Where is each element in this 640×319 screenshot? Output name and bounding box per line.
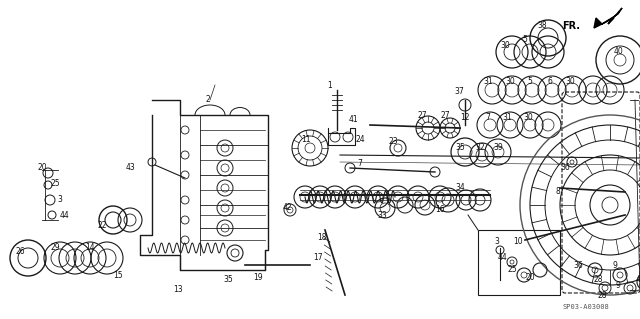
Text: 3: 3: [58, 196, 63, 204]
Text: 31: 31: [502, 114, 512, 122]
Text: 23: 23: [388, 137, 398, 146]
Text: 34: 34: [455, 183, 465, 192]
Text: 5: 5: [523, 35, 527, 44]
Text: 22: 22: [97, 220, 107, 229]
Text: 41: 41: [348, 115, 358, 124]
Text: 2: 2: [205, 95, 211, 105]
Text: 12: 12: [460, 114, 470, 122]
Text: 27: 27: [440, 112, 450, 121]
Text: 40: 40: [613, 48, 623, 56]
Text: 42: 42: [282, 204, 292, 212]
Text: 16: 16: [435, 205, 445, 214]
Text: 24: 24: [355, 136, 365, 145]
Text: 28: 28: [597, 292, 607, 300]
Text: 30: 30: [565, 78, 575, 86]
Text: 35: 35: [223, 276, 233, 285]
Text: 37: 37: [454, 87, 464, 97]
Text: 20: 20: [525, 273, 535, 283]
Text: 1: 1: [328, 80, 332, 90]
Text: 32: 32: [475, 144, 485, 152]
Text: FR.: FR.: [562, 21, 580, 31]
Text: 36: 36: [560, 164, 570, 173]
Text: 9: 9: [612, 261, 618, 270]
Text: 30: 30: [505, 78, 515, 86]
Text: 4: 4: [636, 276, 640, 285]
Text: 30: 30: [500, 41, 510, 49]
Text: 15: 15: [113, 271, 123, 279]
Text: 11: 11: [301, 136, 311, 145]
Text: 17: 17: [313, 254, 323, 263]
Text: 30: 30: [523, 114, 533, 122]
Text: 26: 26: [15, 248, 25, 256]
Text: 28: 28: [593, 276, 603, 285]
Text: SP03-A03008: SP03-A03008: [563, 304, 609, 310]
Text: 35: 35: [455, 144, 465, 152]
Text: 8: 8: [556, 188, 561, 197]
Text: 33: 33: [377, 211, 387, 219]
Text: 43: 43: [125, 164, 135, 173]
Text: 14: 14: [85, 243, 95, 253]
Bar: [478, 230, 560, 295]
Text: 44: 44: [497, 254, 507, 263]
Text: 20: 20: [37, 164, 47, 173]
Text: 7: 7: [486, 114, 490, 122]
Text: 31: 31: [483, 78, 493, 86]
Text: 9: 9: [616, 280, 620, 290]
Text: 18: 18: [317, 234, 327, 242]
Text: 36: 36: [573, 261, 583, 270]
Text: 13: 13: [173, 286, 183, 294]
Polygon shape: [594, 8, 622, 28]
Text: 6: 6: [548, 78, 552, 86]
Text: 25: 25: [50, 179, 60, 188]
Text: 44: 44: [59, 211, 69, 220]
Text: 5: 5: [527, 78, 532, 86]
Text: 10: 10: [513, 238, 523, 247]
Text: 38: 38: [537, 20, 547, 29]
Text: 3: 3: [495, 238, 499, 247]
Text: 7: 7: [358, 160, 362, 168]
Text: 27: 27: [417, 112, 427, 121]
Text: 39: 39: [493, 144, 503, 152]
Text: 25: 25: [507, 265, 517, 275]
Text: 19: 19: [253, 273, 263, 283]
Text: 29: 29: [50, 243, 60, 253]
